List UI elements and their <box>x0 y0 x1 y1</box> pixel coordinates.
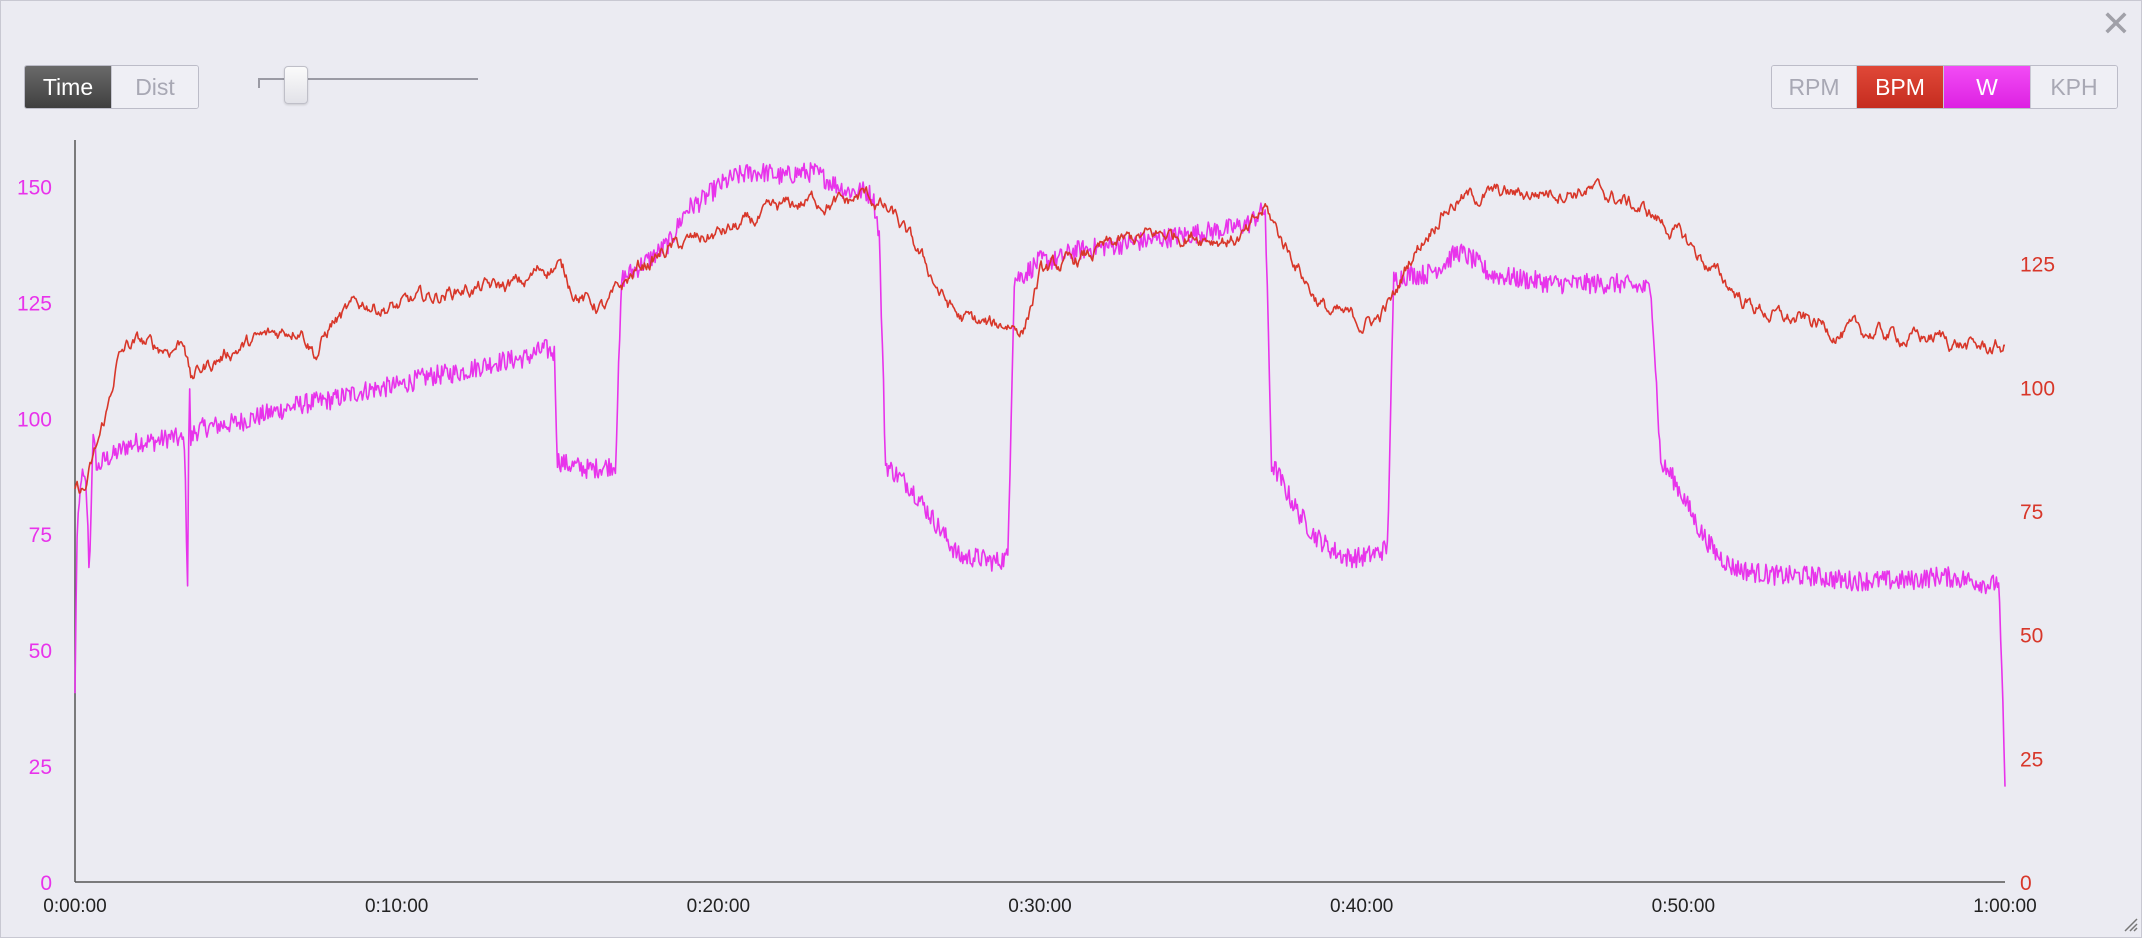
close-icon[interactable]: ✕ <box>2100 3 2132 44</box>
metric-toggle: RPM BPM W KPH <box>1771 65 2118 109</box>
x-tick-label: 0:00:00 <box>43 896 106 917</box>
y-right-tick-label: 0 <box>2020 872 2032 895</box>
y-left-tick-label: 50 <box>29 640 52 663</box>
time-button[interactable]: Time <box>25 66 111 108</box>
kph-button[interactable]: KPH <box>2030 66 2117 108</box>
y-left-tick-label: 0 <box>40 872 52 895</box>
y-right-tick-label: 75 <box>2020 501 2043 524</box>
y-left-tick-label: 150 <box>17 176 52 199</box>
series-line-w <box>74 162 2006 787</box>
y-right-tick-label: 125 <box>2020 254 2055 277</box>
y-left-tick-label: 100 <box>17 408 52 431</box>
x-tick-label: 0:30:00 <box>1008 896 1071 917</box>
x-tick-label: 1:00:00 <box>1973 896 2036 917</box>
y-right-tick-label: 100 <box>2020 377 2055 400</box>
x-tick-label: 0:10:00 <box>365 896 428 917</box>
x-tick-label: 0:40:00 <box>1330 896 1393 917</box>
y-left-tick-label: 75 <box>29 524 52 547</box>
resize-grip-icon[interactable] <box>2122 916 2138 932</box>
slider-track <box>258 78 478 80</box>
x-tick-label: 0:50:00 <box>1652 896 1715 917</box>
rpm-button[interactable]: RPM <box>1772 66 1856 108</box>
series-line-bpm <box>74 178 2006 494</box>
y-right-tick-label: 25 <box>2020 748 2043 771</box>
y-left-tick-label: 25 <box>29 756 52 779</box>
y-left-tick-label: 125 <box>17 292 52 315</box>
x-tick-label: 0:20:00 <box>687 896 750 917</box>
x-mode-toggle: Time Dist <box>24 65 199 109</box>
bpm-button[interactable]: BPM <box>1856 66 1943 108</box>
dist-button[interactable]: Dist <box>111 66 198 108</box>
w-button[interactable]: W <box>1943 66 2030 108</box>
slider-thumb[interactable] <box>283 66 308 104</box>
zoom-slider[interactable] <box>258 66 478 106</box>
slider-tick <box>258 78 260 88</box>
y-right-tick-label: 50 <box>2020 625 2043 648</box>
